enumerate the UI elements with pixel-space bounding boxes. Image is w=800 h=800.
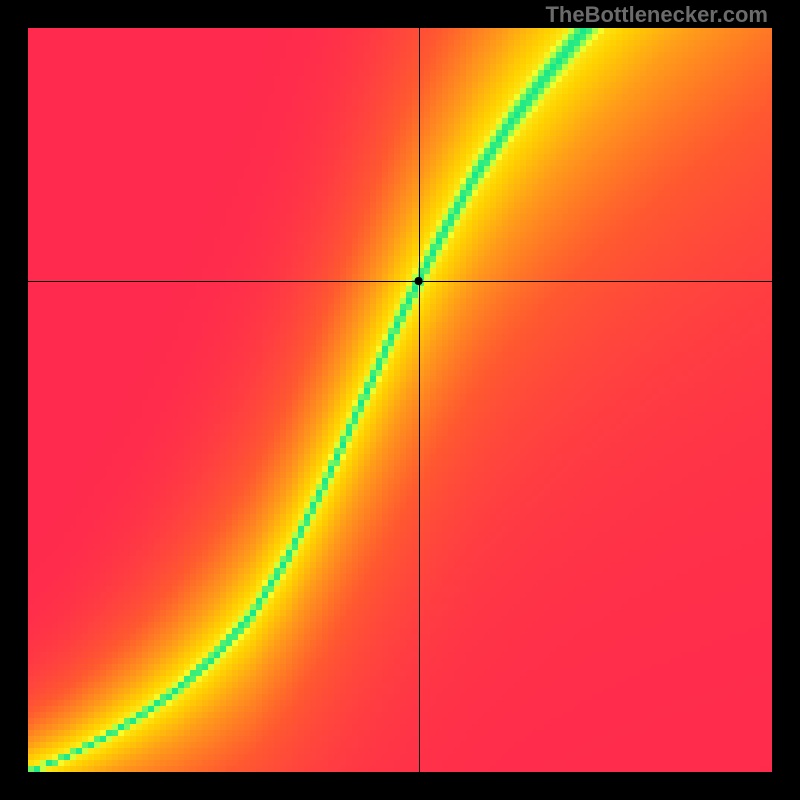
bottleneck-heatmap: [0, 0, 800, 800]
watermark-text: TheBottlenecker.com: [545, 2, 768, 28]
